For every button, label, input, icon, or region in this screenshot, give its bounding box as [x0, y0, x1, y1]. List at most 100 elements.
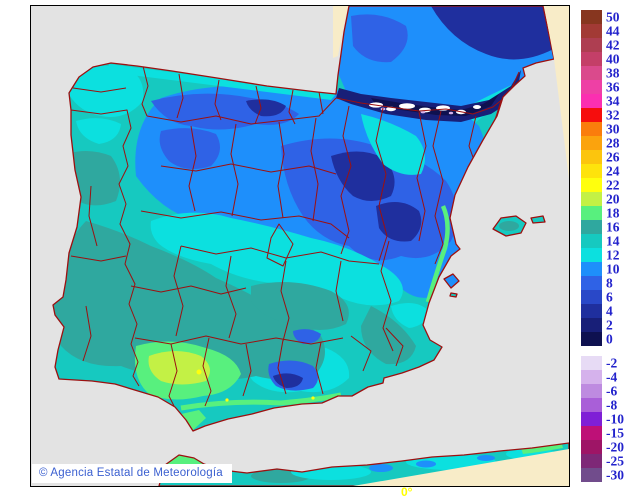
- legend-value: -8: [606, 397, 618, 413]
- mallorca-teal-center: [499, 221, 519, 231]
- pyrenees-lavender-specks: [380, 107, 454, 115]
- legend-swatch: [581, 262, 602, 276]
- legend-value: 26: [606, 149, 620, 165]
- outside-domain-top-left-sliver: [333, 6, 348, 58]
- outside-domain-top-right: [544, 6, 569, 179]
- temperature-legend: 50 44 42 40 38 36 34 32 30 28 26 24 22 20 18 16 14 12 10 8 6…: [581, 10, 630, 482]
- legend-row: 28: [581, 136, 620, 150]
- legend-value: 16: [606, 219, 620, 235]
- baza-royal-patch: [293, 329, 321, 344]
- legend-swatch: [581, 318, 602, 332]
- legend-row: 12: [581, 248, 620, 262]
- valencia-coast-green-strip: [425, 205, 450, 303]
- legend-row: 32: [581, 108, 620, 122]
- legend-row: 16: [581, 220, 620, 234]
- legend-row: 0: [581, 332, 613, 346]
- legend-swatch: [581, 38, 602, 52]
- legend-swatch: [581, 10, 602, 24]
- legend-swatch: [581, 24, 602, 38]
- legend-swatch: [581, 234, 602, 248]
- legend-value: 0: [606, 331, 613, 347]
- malaga-coast-green-strip: [180, 392, 342, 411]
- legend-swatch: [581, 122, 602, 136]
- portugal-extremadura-teal: [53, 221, 325, 380]
- legend-swatch: [581, 332, 602, 346]
- soria-navy-core: [331, 151, 395, 201]
- legend-swatch: [581, 248, 602, 262]
- legend-row: -4: [581, 370, 617, 384]
- outside-domain-areas: [333, 6, 569, 486]
- legend-swatch: [581, 192, 602, 206]
- galicia-cyan-south: [76, 118, 121, 144]
- temperature-shading: [53, 6, 563, 483]
- legend-row: 36: [581, 80, 620, 94]
- legend-row: 18: [581, 206, 620, 220]
- legend-row: -10: [581, 412, 624, 426]
- legend-row: -8: [581, 398, 617, 412]
- legend-row: 50: [581, 10, 620, 24]
- legend-swatch: [581, 66, 602, 80]
- legend-swatch: [581, 304, 602, 318]
- legend-row: -20: [581, 440, 624, 454]
- legend-value: -2: [606, 355, 618, 371]
- legend-swatch: [581, 150, 602, 164]
- meridian-label: 0°: [401, 485, 413, 499]
- legend-value: 50: [606, 9, 620, 25]
- burgos-navy-core: [246, 99, 286, 117]
- legend-row: 26: [581, 150, 620, 164]
- legend-row: 40: [581, 52, 620, 66]
- map-frame: © Agencia Estatal de Meteorología aemet: [30, 5, 570, 487]
- yellow-hotspot: [196, 369, 202, 375]
- legend-value: 20: [606, 191, 620, 207]
- legend-value: 10: [606, 261, 620, 277]
- legend-value: 40: [606, 51, 620, 67]
- legend-value: 22: [606, 177, 620, 193]
- legend-row: 44: [581, 24, 620, 38]
- africa-blue-speck-1: [369, 464, 393, 472]
- north-coast-cyan-strip: [107, 64, 336, 100]
- valencia-inland-cyan: [391, 302, 429, 328]
- legend-value: 38: [606, 65, 620, 81]
- france-navy-patch: [431, 6, 559, 60]
- legend-value: 2: [606, 317, 613, 333]
- legend-swatch: [581, 206, 602, 220]
- legend-value: 14: [606, 233, 620, 249]
- legend-swatch: [581, 384, 602, 398]
- legend-value: -4: [606, 369, 618, 385]
- copyright-badge: © Agencia Estatal de Meteorología: [32, 464, 232, 483]
- legend-row: 8: [581, 276, 613, 290]
- legend-swatch: [581, 440, 602, 454]
- legend-value: -20: [606, 439, 624, 455]
- legend-value: 12: [606, 247, 620, 263]
- lamancha-teal: [251, 282, 349, 330]
- legend-row: 34: [581, 94, 620, 108]
- legend-row: -15: [581, 426, 624, 440]
- outside-domain-bottom-wedge: [353, 449, 569, 486]
- legend-value: 18: [606, 205, 620, 221]
- copyright-text: © Agencia Estatal de Meteorología: [39, 467, 223, 479]
- pyrenees-darkest-core: [371, 94, 499, 116]
- legend-row: 22: [581, 178, 620, 192]
- province-boundaries: [70, 65, 520, 411]
- legend-value: 32: [606, 107, 620, 123]
- legend-row: 42: [581, 38, 620, 52]
- legend-value: -30: [606, 467, 624, 483]
- legend-row: 30: [581, 122, 620, 136]
- coast-yellow-speck-2: [311, 396, 315, 400]
- legend-value: -10: [606, 411, 624, 427]
- legend-swatch: [581, 426, 602, 440]
- legend-upper-scale: 50 44 42 40 38 36 34 32 30 28 26 24 22 20 18 16 14 12 10 8 6…: [581, 10, 630, 346]
- legend-lower-scale: -2 -4 -6 -8 -10 -15 -20 -25 -30: [581, 356, 630, 482]
- iberia-temperature-map: [31, 6, 569, 486]
- legend-value: 8: [606, 275, 613, 291]
- legend-row: 6: [581, 290, 613, 304]
- legend-value: 28: [606, 135, 620, 151]
- legend-value: 42: [606, 37, 620, 53]
- legend-row: -6: [581, 384, 617, 398]
- legend-row: -2: [581, 356, 617, 370]
- legend-swatch: [581, 220, 602, 234]
- seville-yellow-green: [148, 351, 210, 385]
- legend-value: 30: [606, 121, 620, 137]
- legend-swatch: [581, 356, 602, 370]
